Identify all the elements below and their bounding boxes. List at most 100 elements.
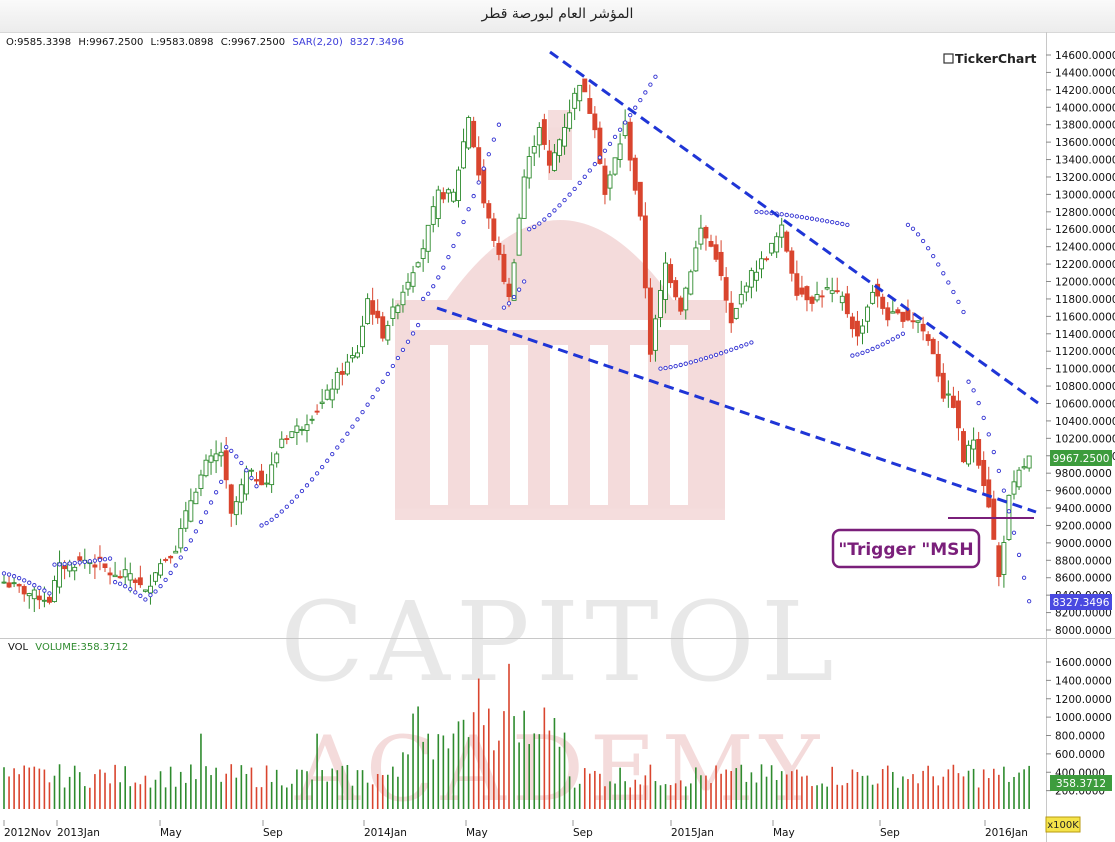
sar-dot	[729, 347, 734, 352]
sar-dot	[784, 212, 789, 218]
candle-up	[329, 388, 335, 401]
candle-up	[319, 401, 325, 404]
candle-down	[21, 586, 27, 595]
sar-dot	[365, 402, 370, 407]
candle-up	[1026, 455, 1032, 469]
volume-bar	[508, 663, 510, 809]
sar-dot	[673, 363, 678, 369]
sar-dot	[330, 452, 335, 457]
sar-dot	[941, 271, 946, 276]
sar-dot	[436, 275, 441, 280]
sar-dot	[749, 340, 754, 345]
volume-bar	[144, 775, 147, 809]
candle-down	[789, 250, 795, 274]
candle-down	[117, 576, 123, 579]
candle-up	[688, 271, 694, 295]
volume-bar	[457, 721, 460, 809]
sar-dot	[188, 538, 194, 543]
candle-down	[254, 479, 259, 482]
volume-bar	[78, 772, 81, 809]
volume-bar	[599, 773, 601, 809]
sar-dot	[506, 301, 512, 306]
sar-dot	[946, 280, 951, 285]
candle-up	[445, 189, 451, 194]
volume-tick-label: 1200.0000	[1055, 694, 1112, 706]
sar-dot	[905, 222, 911, 228]
volume-bar	[715, 765, 717, 809]
volume-bar	[629, 787, 631, 809]
candle-down	[723, 277, 729, 301]
candle-up	[890, 311, 896, 314]
candle-up	[754, 271, 759, 281]
candle-down	[844, 293, 850, 315]
sar-dot	[395, 355, 401, 361]
sar-dot	[1011, 530, 1017, 535]
candle-down	[541, 119, 547, 145]
candle-up	[188, 500, 194, 522]
volume-bar	[523, 710, 525, 809]
volume-bar	[710, 783, 712, 809]
sar-dot	[754, 209, 759, 214]
sar-dot	[875, 344, 880, 349]
candle-down	[546, 150, 552, 166]
volume-bar	[750, 772, 753, 809]
sar-dot	[1, 571, 7, 576]
volume-bar	[735, 768, 738, 809]
volume-bar	[993, 768, 995, 809]
volume-bar	[472, 712, 475, 809]
candle-down	[668, 264, 674, 284]
volume-bar	[437, 734, 440, 809]
volume-bar	[462, 719, 465, 809]
candle-down	[935, 353, 941, 377]
y-tick-label: 14600.0000	[1055, 50, 1115, 62]
volume-bar	[639, 784, 642, 809]
candle-down	[471, 120, 477, 148]
y-tick-label: 10600.0000	[1055, 398, 1115, 410]
volume-bar	[392, 766, 394, 809]
volume-bar	[84, 786, 86, 809]
candle-up	[122, 569, 128, 578]
y-tick-label: 9200.0000	[1055, 520, 1112, 532]
sar-dot	[380, 379, 385, 384]
candle-up	[516, 217, 522, 256]
volume-bar	[488, 708, 490, 809]
candle-down	[925, 334, 931, 342]
sar-dot	[62, 561, 67, 567]
candle-down	[708, 241, 714, 247]
volume-bar	[967, 770, 970, 809]
sar-dot	[153, 589, 158, 594]
trigger-msh-annotation: "Trigger "MSH	[831, 528, 981, 569]
sar-dot	[92, 558, 98, 563]
sar-dot	[102, 557, 108, 562]
volume-bar	[351, 785, 354, 809]
volume-bar	[518, 742, 520, 809]
sar-dot	[880, 342, 885, 347]
y-tick-label: 13800.0000	[1055, 120, 1115, 132]
brand-icon	[943, 53, 954, 64]
sar-dot	[16, 576, 22, 581]
sar-dot	[203, 510, 209, 515]
x-tick-label: Sep	[573, 827, 593, 839]
volume-bar	[58, 764, 61, 809]
y-tick-label: 8600.0000	[1055, 573, 1112, 585]
volume-bar	[381, 775, 384, 809]
volume-bar	[801, 776, 803, 809]
candle-down	[223, 450, 229, 481]
candle-down	[597, 127, 603, 164]
candle-up	[153, 572, 158, 582]
candle-down	[764, 258, 769, 261]
candle-up	[415, 262, 421, 268]
sar-dot	[128, 587, 133, 592]
volume-bar	[38, 768, 41, 809]
candle-up	[248, 469, 254, 472]
y-tick-label: 11800.0000	[1055, 294, 1115, 306]
candle-up	[208, 455, 214, 463]
volume-bar	[311, 779, 313, 809]
volume-unit-badge: x100K	[1045, 816, 1081, 833]
y-tick-label: 12800.0000	[1055, 207, 1115, 219]
sar-dot	[264, 520, 269, 526]
sar-dot	[602, 148, 608, 153]
volume-bar	[235, 777, 238, 809]
sar-dot	[794, 214, 799, 219]
